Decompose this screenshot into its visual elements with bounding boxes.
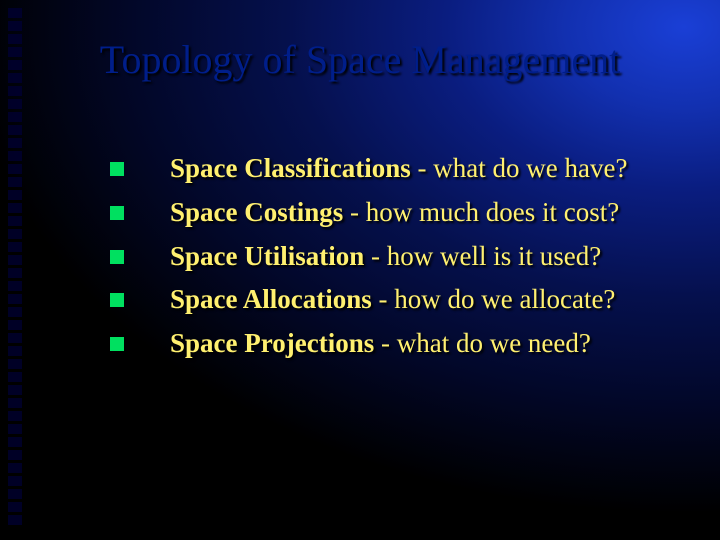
list-item: Space Costings - how much does it cost? [110, 194, 690, 232]
ladder-rung [8, 281, 22, 291]
ladder-rung [8, 86, 22, 96]
ladder-rung [8, 372, 22, 382]
ladder-rung [8, 138, 22, 148]
ladder-rung [8, 294, 22, 304]
list-item-rest: - how well is it used? [364, 241, 601, 271]
ladder-rung [8, 502, 22, 512]
decorative-ladder [8, 8, 22, 532]
ladder-rung [8, 450, 22, 460]
list-item-rest: - how do we allocate? [372, 284, 616, 314]
ladder-rung [8, 255, 22, 265]
ladder-rung [8, 515, 22, 525]
list-item: Space Projections - what do we need? [110, 325, 690, 363]
list-item-text: Space Utilisation - how well is it used? [170, 238, 601, 276]
ladder-rung [8, 489, 22, 499]
slide-title: Topology of Space Management [0, 36, 720, 83]
list-item-text: Space Allocations - how do we allocate? [170, 281, 615, 319]
ladder-rung [8, 411, 22, 421]
ladder-rung [8, 463, 22, 473]
list-item: Space Classifications - what do we have? [110, 150, 690, 188]
list-item-bold: Space Classifications [170, 153, 411, 183]
list-item-text: Space Projections - what do we need? [170, 325, 591, 363]
ladder-rung [8, 151, 22, 161]
list-item-bold: Space Allocations [170, 284, 372, 314]
list-item-text: Space Classifications - what do we have? [170, 150, 627, 188]
ladder-rung [8, 112, 22, 122]
ladder-rung [8, 307, 22, 317]
slide: Topology of Space Management Space Class… [0, 0, 720, 540]
list-item-bold: Space Projections [170, 328, 374, 358]
ladder-rung [8, 424, 22, 434]
ladder-rung [8, 190, 22, 200]
list-item-rest: - what do we need? [374, 328, 591, 358]
ladder-rung [8, 359, 22, 369]
ladder-rung [8, 8, 22, 18]
ladder-rung [8, 385, 22, 395]
ladder-rung [8, 398, 22, 408]
ladder-rung [8, 242, 22, 252]
ladder-rung [8, 21, 22, 31]
bullet-icon [110, 337, 124, 351]
bullet-icon [110, 250, 124, 264]
list-item-bold: Space Costings [170, 197, 343, 227]
ladder-rung [8, 346, 22, 356]
ladder-rung [8, 125, 22, 135]
bullet-icon [110, 293, 124, 307]
ladder-rung [8, 437, 22, 447]
ladder-rung [8, 268, 22, 278]
list-item: Space Utilisation - how well is it used? [110, 238, 690, 276]
ladder-rung [8, 177, 22, 187]
list-item: Space Allocations - how do we allocate? [110, 281, 690, 319]
ladder-rung [8, 229, 22, 239]
ladder-rung [8, 333, 22, 343]
list-item-rest: - what do we have? [411, 153, 628, 183]
ladder-rung [8, 164, 22, 174]
list-item-rest: - how much does it cost? [343, 197, 619, 227]
ladder-rung [8, 99, 22, 109]
bullet-icon [110, 162, 124, 176]
ladder-rung [8, 216, 22, 226]
list-item-bold: Space Utilisation [170, 241, 364, 271]
ladder-rung [8, 476, 22, 486]
list-item-text: Space Costings - how much does it cost? [170, 194, 619, 232]
slide-body: Space Classifications - what do we have?… [110, 150, 690, 369]
ladder-rung [8, 203, 22, 213]
bullet-icon [110, 206, 124, 220]
ladder-rung [8, 320, 22, 330]
